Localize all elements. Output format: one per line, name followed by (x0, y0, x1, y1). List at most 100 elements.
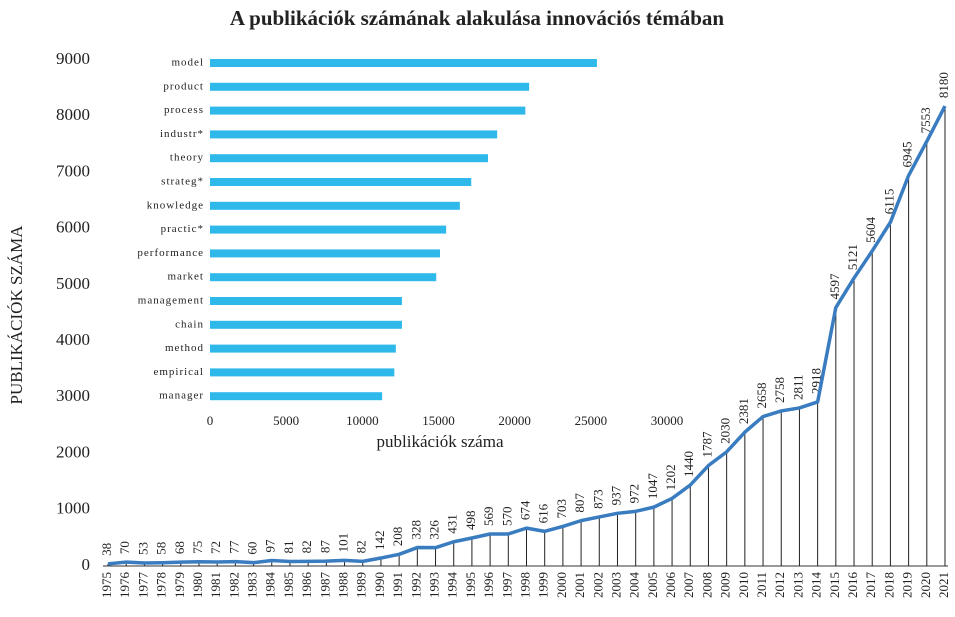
x-tick-label: 1978 (154, 572, 169, 598)
x-tick-label: 1976 (117, 572, 132, 599)
y-tick-label: product (163, 80, 204, 92)
data-label: 807 (572, 493, 587, 513)
x-tick-label: 30000 (651, 413, 684, 428)
y-tick-label: practic* (161, 223, 204, 235)
x-tick-label: 1988 (336, 572, 351, 598)
y-tick-label: manager (159, 390, 204, 402)
bar (210, 249, 441, 258)
x-tick-label: 1983 (245, 572, 260, 598)
x-tick-label: 2017 (863, 572, 878, 599)
x-tick-label: 1995 (463, 572, 478, 598)
x-tick-label: 1980 (190, 572, 205, 598)
x-tick-label: 2004 (627, 572, 642, 599)
data-label: 77 (226, 540, 241, 554)
data-label: 82 (299, 540, 314, 553)
data-label: 703 (554, 499, 569, 519)
x-tick-label: 2021 (936, 572, 951, 598)
bar (210, 344, 396, 353)
data-label: 97 (263, 539, 278, 553)
x-tick-label: 0 (207, 413, 214, 428)
x-tick-label: 1989 (354, 572, 369, 598)
data-label: 1787 (699, 431, 714, 458)
data-label: 5121 (845, 244, 860, 270)
x-tick-label: 1999 (536, 572, 551, 598)
x-tick-label: 1986 (299, 572, 314, 599)
x-tick-label: 2002 (590, 572, 605, 598)
data-label: 569 (481, 507, 496, 527)
y-tick-label: theory (170, 152, 204, 164)
y-tick-label: 2000 (56, 442, 90, 461)
y-tick-label: knowledge (147, 199, 204, 211)
x-tick-label: 1981 (208, 572, 223, 598)
x-tick-label: 2015 (827, 572, 842, 598)
x-tick-label: 2008 (699, 572, 714, 598)
data-label: 81 (281, 540, 296, 553)
data-label: 570 (499, 506, 514, 526)
x-tick-label: 1982 (226, 572, 241, 598)
x-tick-label: 1979 (172, 572, 187, 598)
x-tick-label: 1991 (390, 572, 405, 598)
x-tick-label: 1977 (135, 572, 150, 599)
data-label: 937 (608, 485, 623, 505)
x-tick-label: 2020 (918, 572, 933, 598)
x-tick-label: 1997 (499, 572, 514, 599)
bar (210, 273, 437, 282)
x-tick-label: 2013 (790, 572, 805, 598)
y-tick-label: 6000 (56, 218, 90, 237)
x-tick-label: 2019 (900, 572, 915, 598)
x-tick-label: 1985 (281, 572, 296, 598)
x-tick-label: 2007 (681, 572, 696, 599)
bar (210, 201, 460, 210)
x-tick-label: 2011 (754, 572, 769, 598)
bar (210, 106, 526, 115)
x-tick-label: 25000 (575, 413, 608, 428)
data-label: 87 (317, 540, 332, 554)
y-tick-label: 9000 (56, 49, 90, 68)
x-tick-label: 2000 (554, 572, 569, 598)
x-tick-label: 2018 (881, 572, 896, 598)
x-tick-label: 1992 (408, 572, 423, 598)
data-label: 674 (517, 500, 532, 520)
data-label: 2030 (718, 418, 733, 444)
data-label: 4597 (827, 273, 842, 300)
y-tick-label: 0 (82, 555, 91, 574)
x-axis-label: publikációk száma (377, 432, 504, 451)
data-label: 8180 (936, 72, 951, 98)
data-label: 328 (408, 520, 423, 540)
data-label: 208 (390, 527, 405, 547)
data-label: 972 (627, 484, 642, 504)
y-tick-label: strateg* (161, 176, 204, 188)
y-tick-label: 8000 (56, 105, 90, 124)
bar (210, 392, 383, 401)
x-tick-label: 1993 (427, 572, 442, 598)
x-tick-label: 1975 (99, 572, 114, 598)
data-label: 1202 (663, 464, 678, 490)
y-tick-label: process (164, 104, 204, 116)
y-tick-label: market (167, 271, 204, 283)
data-label: 616 (536, 503, 551, 523)
y-tick-label: chain (175, 318, 204, 330)
data-label: 2381 (736, 398, 751, 424)
data-label: 2758 (772, 377, 787, 403)
x-tick-label: 1984 (263, 572, 278, 599)
x-tick-label: 2005 (645, 572, 660, 598)
data-label: 75 (190, 541, 205, 554)
bar (210, 178, 472, 186)
y-tick-label: performance (137, 247, 204, 259)
x-tick-label: 2014 (809, 572, 824, 599)
data-label: 101 (336, 533, 351, 553)
bar (210, 225, 447, 234)
data-label: 38 (99, 543, 114, 556)
data-label: 1047 (645, 473, 660, 500)
y-tick-label: 7000 (56, 161, 90, 180)
x-tick-label: 2016 (845, 572, 860, 599)
x-tick-label: 2012 (772, 572, 787, 598)
x-tick-label: 1990 (372, 572, 387, 598)
bar (210, 368, 395, 377)
data-label: 498 (463, 511, 478, 531)
data-label: 2658 (754, 383, 769, 409)
data-label: 53 (135, 542, 150, 555)
x-tick-label: 1996 (481, 572, 496, 599)
x-tick-label: 10000 (346, 413, 379, 428)
